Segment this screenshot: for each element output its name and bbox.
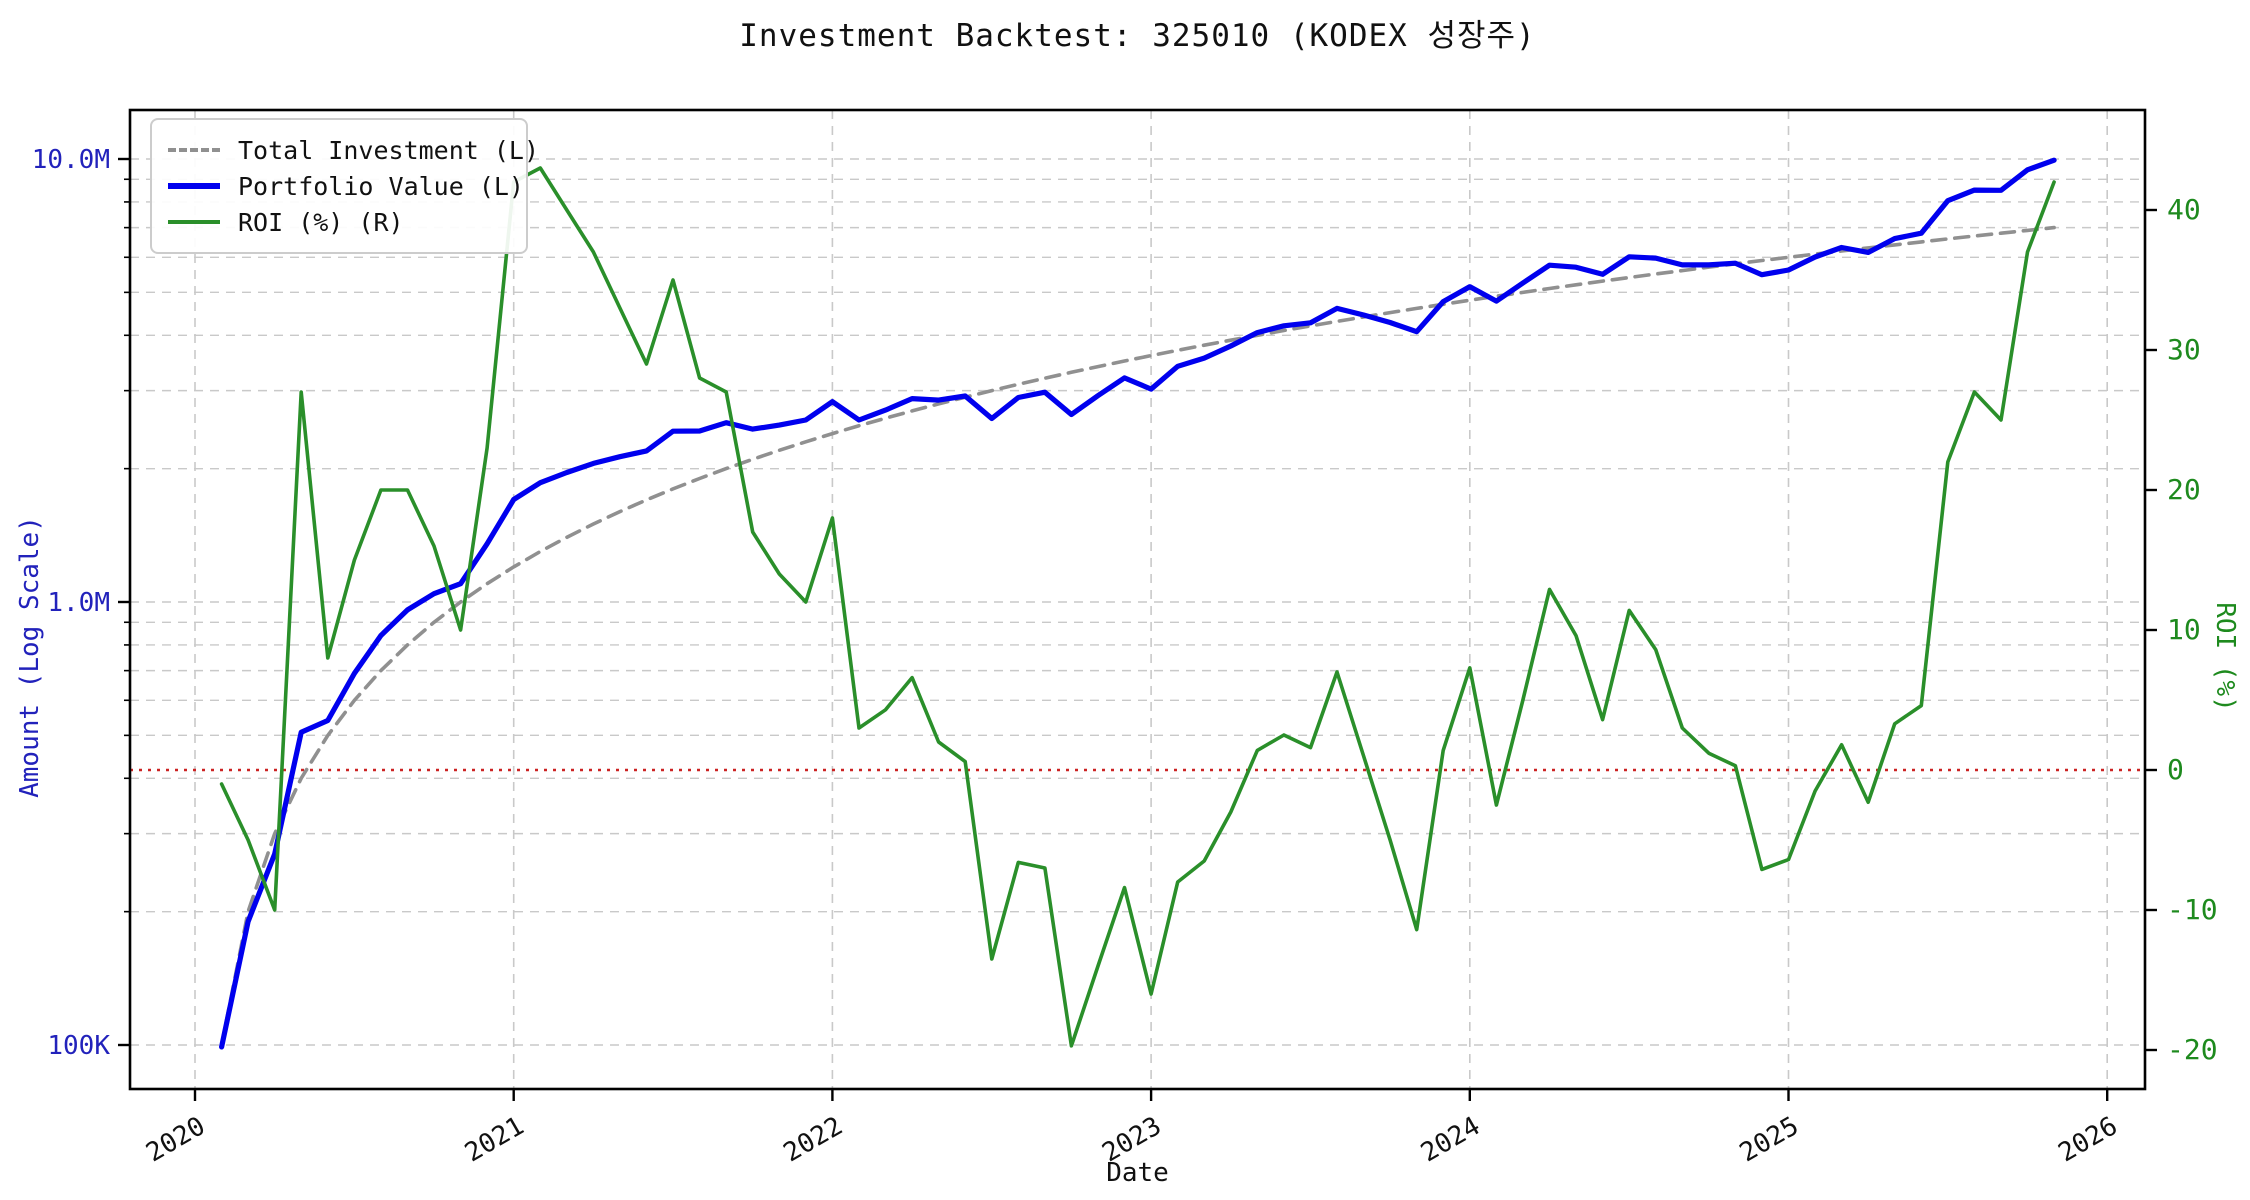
dashed-line-swatch	[168, 148, 220, 152]
chart-title: Investment Backtest: 325010 (KODEX 성장주)	[739, 18, 1536, 54]
grid	[130, 110, 2145, 1089]
legend-label: Total Investment (L)	[238, 135, 540, 165]
legend-item-portfolio-value: Portfolio Value (L)	[168, 168, 524, 204]
roi-line	[219, 166, 2056, 1048]
legend-label: ROI (%) (R)	[238, 207, 404, 237]
y-right-tick-label: 20	[2167, 473, 2201, 506]
right-axis-label: ROI (%)	[2210, 602, 2240, 712]
portfolio-value-line	[219, 157, 2057, 1050]
y-right-tick-label: 40	[2167, 193, 2201, 226]
solid-line-swatch	[168, 220, 220, 224]
y-left-tick-label: 10.0M	[32, 145, 110, 175]
legend-item-total-investment: Total Investment (L)	[168, 132, 539, 168]
y-right-tick-label: 0	[2167, 753, 2184, 786]
y-left-tick-label: 100K	[47, 1031, 110, 1061]
x-axis-label: Date	[1106, 1158, 1169, 1188]
left-axis-label: Amount (Log Scale)	[15, 516, 45, 798]
y-right-tick-label: -10	[2167, 893, 2218, 926]
y-right-tick-label: 10	[2167, 613, 2201, 646]
tick-labels: 2020 2021 2022 2023 2024 2025 2026100K1.0M10.0…	[32, 145, 2218, 1168]
y-right-tick-label: 30	[2167, 333, 2201, 366]
y-left-tick-label: 1.0M	[47, 588, 110, 618]
y-right-tick-label: -20	[2167, 1033, 2218, 1066]
legend-item-roi: ROI (%) (R)	[168, 204, 510, 240]
legend: Total Investment (L) Portfolio Value (L)…	[150, 118, 539, 254]
solid-line-swatch	[168, 183, 220, 189]
total-investment-line	[219, 225, 2056, 1047]
plot-border	[128, 108, 2147, 1091]
legend-label: Portfolio Value (L)	[238, 171, 524, 201]
